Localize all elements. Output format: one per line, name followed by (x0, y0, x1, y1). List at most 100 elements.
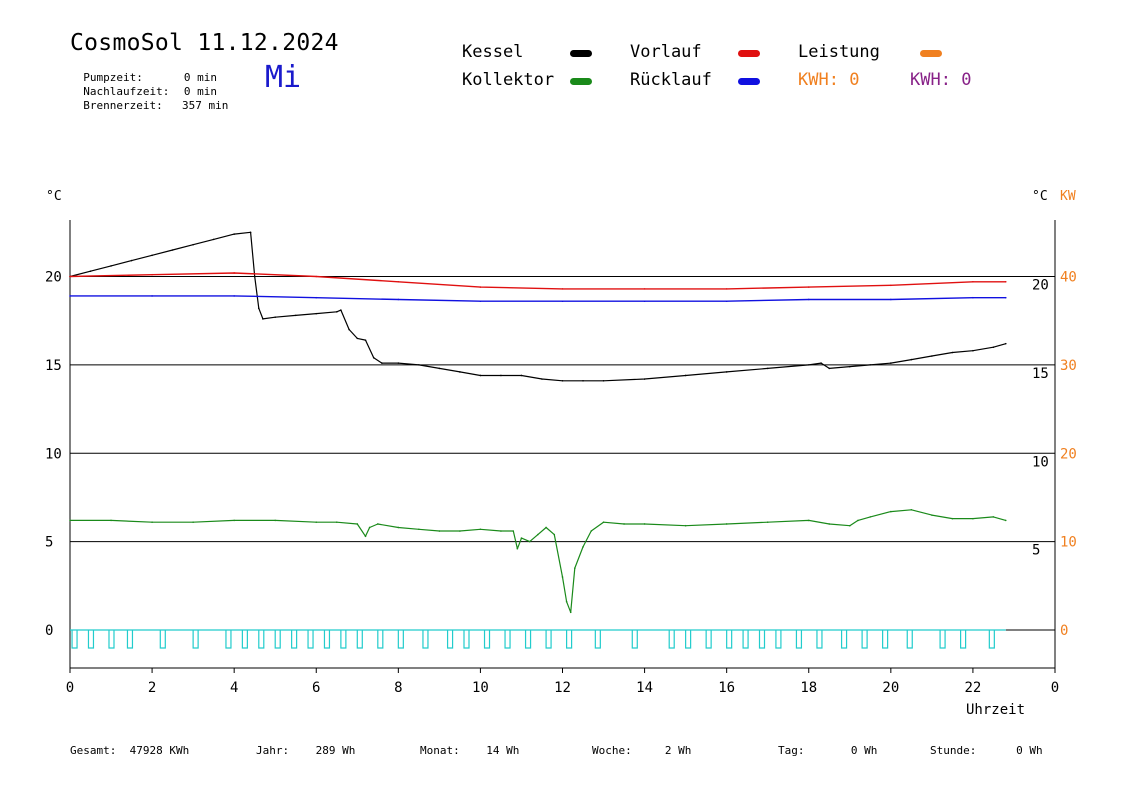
pump-pulse (446, 630, 454, 649)
data-point (910, 509, 913, 511)
data-point (151, 295, 153, 297)
series-line-kessel (69, 231, 1006, 382)
data-point (377, 523, 379, 525)
data-point (602, 379, 605, 382)
pump-pulse (126, 630, 134, 649)
data-point (890, 284, 892, 287)
pump-pulse (422, 630, 429, 649)
pump-pulse (545, 630, 552, 649)
data-point (274, 316, 277, 318)
data-point (951, 351, 954, 354)
data-point (582, 546, 584, 548)
series-line-ruecklauf (70, 295, 1006, 302)
footer-jahr: Jahr: 289 Wh (256, 744, 355, 757)
data-point (553, 533, 556, 536)
footer-gesamt: Gesamt: 47928 KWh (70, 744, 189, 757)
data-point (1004, 281, 1007, 283)
footer-value: 0 Wh (1016, 744, 1043, 757)
data-point (643, 523, 646, 525)
data-point (725, 288, 728, 290)
data-point (479, 528, 482, 531)
data-point (130, 259, 133, 262)
pump-pulse (241, 630, 248, 649)
y-axis-unit-kw: KW (1060, 189, 1076, 204)
footer-label: Stunde: (930, 744, 977, 757)
pump-pulse (258, 630, 265, 649)
data-point (397, 281, 400, 283)
data-point (890, 362, 892, 364)
pump-pulse (988, 630, 995, 649)
data-point (69, 519, 71, 522)
x-tick-label: 4 (230, 680, 238, 696)
stat-value: 0 min (183, 71, 217, 84)
y-tick-label-right-kw: 0 (1060, 623, 1068, 639)
pump-pulse (274, 630, 281, 649)
data-point (992, 516, 995, 518)
stat-nachlaufzeit: Nachlaufzeit: 0 min (70, 72, 217, 98)
pump-pulse (960, 630, 967, 649)
data-point (643, 288, 646, 290)
data-point (348, 328, 350, 331)
data-point (340, 309, 342, 311)
data-point (1004, 519, 1007, 522)
x-tick-label: 10 (472, 680, 489, 696)
data-point (869, 516, 872, 518)
data-point (602, 521, 605, 523)
data-point (171, 249, 174, 251)
legend-leistung-swatch (920, 50, 942, 57)
pump-pulse (323, 630, 331, 649)
data-point (848, 524, 851, 527)
data-point (725, 300, 728, 303)
data-point (582, 379, 584, 382)
data-point (528, 540, 531, 543)
data-point (972, 349, 974, 352)
data-point (315, 296, 318, 299)
footer-stunde: Stunde: 0 Wh (930, 744, 1043, 757)
x-tick-label: 2 (148, 680, 156, 696)
x-axis-label: Uhrzeit (966, 702, 1025, 718)
pump-pulse (463, 630, 470, 649)
data-point (725, 371, 728, 373)
y-tick-label-right-inner: 5 (1032, 543, 1040, 559)
data-point (561, 379, 564, 382)
stat-label: Brennerzeit: (83, 99, 163, 112)
data-point (274, 519, 277, 522)
data-point (315, 521, 318, 523)
legend-kollektor-swatch (570, 78, 592, 85)
footer-value: 0 Wh (850, 744, 878, 757)
data-point (368, 526, 371, 529)
data-point (257, 307, 260, 310)
pump-pulse (705, 630, 712, 649)
y-tick-label-left: 20 (45, 270, 62, 286)
data-point (233, 295, 235, 297)
footer-label: Gesamt: (70, 744, 117, 757)
y-tick-label-left: 5 (45, 535, 53, 551)
data-point (459, 530, 461, 532)
pump-pulse (483, 630, 491, 649)
x-tick-label: 20 (882, 680, 899, 696)
data-point (479, 374, 482, 377)
data-point (643, 300, 646, 303)
series-line-vorlauf (69, 272, 1006, 290)
data-point (335, 311, 338, 313)
footer-label: Woche: (592, 744, 632, 757)
y-axis-unit-left: °C (46, 189, 62, 204)
footer-monat: Monat: 14 Wh (420, 744, 519, 757)
data-point (807, 298, 810, 301)
data-point (294, 314, 297, 317)
data-point (574, 567, 576, 569)
data-point (1004, 296, 1007, 299)
pump-pulse (726, 630, 733, 649)
data-point (233, 272, 235, 274)
legend-ruecklauf-label: Rücklauf (630, 70, 712, 90)
data-point (643, 378, 646, 380)
data-point (500, 374, 502, 377)
pump-pulse (524, 630, 532, 649)
legend-leistung-label: Leistung (798, 42, 880, 62)
stat-label: Pumpzeit: (83, 71, 143, 84)
pump-pulse (159, 630, 166, 649)
data-point (253, 275, 256, 278)
pump-pulse (566, 630, 573, 649)
data-point (364, 339, 367, 341)
data-point (890, 298, 892, 301)
